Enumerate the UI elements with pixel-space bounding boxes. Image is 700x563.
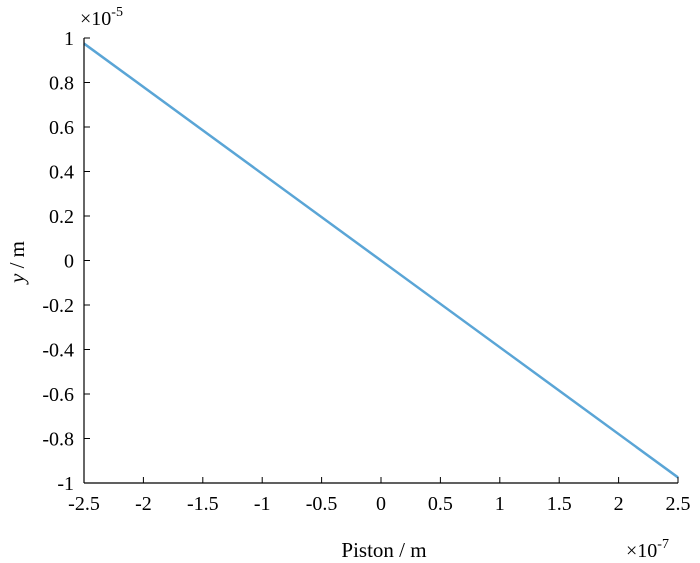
y-axis-title: y / m: [5, 241, 29, 285]
x-tick-label: -2.5: [68, 493, 100, 515]
y-tick-label: -0.6: [42, 384, 74, 406]
y-tick-label: 0.2: [49, 206, 74, 228]
x-axis-multiplier: ×10-7: [626, 537, 669, 562]
x-axis-title: Piston / m: [341, 538, 426, 562]
y-tick-label: -0.4: [42, 340, 74, 362]
y-multiplier-base: ×10: [80, 8, 111, 30]
x-tick-label: 1: [495, 493, 505, 515]
y-tick-label: -0.2: [42, 295, 74, 317]
y-axis-title-unit: / m: [5, 241, 29, 274]
series-layer: [83, 42, 679, 479]
x-tick-label: 2.5: [666, 493, 691, 515]
y-tick-label: 0.6: [49, 117, 74, 139]
x-tick-label: -0.5: [306, 493, 338, 515]
x-multiplier-base: ×10: [626, 540, 657, 562]
y-tick-label: 1: [64, 28, 74, 50]
y-axis-title-symbol: y: [5, 273, 29, 285]
y-axis-multiplier: ×10-5: [80, 5, 123, 30]
x-tick-label: 0.5: [428, 493, 453, 515]
x-tick-label: 1.5: [547, 493, 572, 515]
y-axis-ticks: -1 -0.8 -0.6 -0.4 -0.2 0 0.2 0.4 0.6 0.8 1: [42, 28, 90, 495]
y-tick-label: 0: [64, 251, 74, 273]
x-axis-ticks: -2.5 -2 -1.5 -1 -0.5 0 0.5 1 1.5 2 2.5: [68, 477, 691, 515]
x-tick-label: -1.5: [187, 493, 219, 515]
y-tick-label: -0.8: [42, 429, 74, 451]
x-tick-label: -1: [254, 493, 271, 515]
y-tick-label: -1: [57, 473, 74, 495]
x-tick-label: -2: [135, 493, 152, 515]
x-multiplier-exponent: -7: [657, 537, 669, 552]
x-tick-label: 2: [614, 493, 624, 515]
x-tick-label: 0: [376, 493, 386, 515]
y-tick-label: 0.4: [49, 162, 74, 184]
y-tick-label: 0.8: [49, 73, 74, 95]
y-multiplier-exponent: -5: [111, 5, 123, 20]
series-line: [83, 42, 679, 479]
